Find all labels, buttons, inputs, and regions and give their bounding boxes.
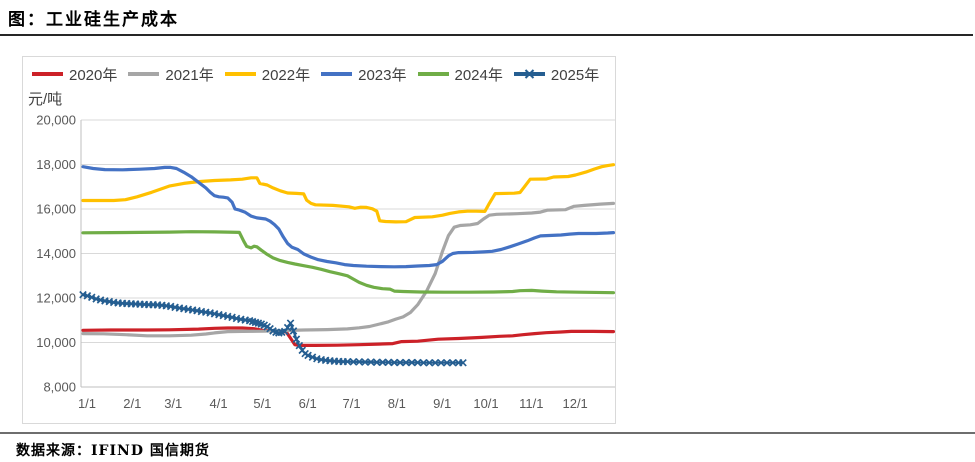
series-marker-x — [304, 351, 312, 360]
x-tick-label: 1/1 — [78, 396, 96, 411]
series-marker-x — [431, 358, 440, 367]
series-marker-x — [419, 358, 428, 367]
x-tick-label: 2/1 — [123, 396, 141, 411]
y-tick-label: 14,000 — [36, 246, 76, 261]
y-tick-label: 8,000 — [43, 380, 76, 395]
series-marker-x — [437, 358, 445, 367]
legend-swatch — [321, 72, 353, 76]
figure-title: 图：工业硅生产成本 — [8, 10, 179, 30]
legend-item-2024年: 2024年 — [417, 64, 503, 85]
series-marker-x — [289, 327, 298, 335]
legend-label: 2021年 — [165, 66, 214, 84]
x-tick-label: 5/1 — [253, 396, 271, 411]
legend-label: 2022年 — [261, 66, 311, 84]
legend-swatch — [417, 72, 449, 76]
title-divider — [0, 34, 973, 36]
series-marker-x — [367, 358, 375, 366]
series-marker-x — [87, 293, 96, 302]
legend-item-2025年: 2025年 — [513, 64, 599, 85]
legend-swatch — [32, 72, 63, 76]
series-marker-x — [295, 341, 304, 350]
y-tick-label: 18,000 — [36, 157, 76, 172]
data-source: 数据来源：IFIND 国信期货 — [16, 443, 210, 459]
series-line-2023年 — [81, 165, 615, 269]
series-marker-x — [372, 358, 381, 367]
series-marker-x — [413, 358, 422, 367]
x-tick-label: 11/1 — [519, 396, 543, 411]
series-line-2020年 — [81, 326, 615, 347]
legend-item-2023年: 2023年 — [320, 64, 407, 85]
series-marker-x — [349, 358, 358, 366]
legend-label: 2023年 — [358, 66, 407, 84]
legend-label: 2020年 — [69, 66, 118, 84]
series-line-2022年 — [81, 163, 615, 224]
series-marker-x — [390, 358, 399, 367]
y-tick-label: 20,000 — [36, 113, 76, 128]
y-tick-label: 16,000 — [36, 202, 76, 217]
footer-divider — [0, 432, 975, 434]
x-tick-label: 10/1 — [473, 396, 498, 411]
line-chart: 8,000 10,000 12,000 14,000 16,000 18,000 20,00… — [36, 113, 615, 411]
legend-swatch — [128, 72, 160, 76]
x-tick-label: 3/1 — [164, 396, 182, 411]
legend-swatch — [224, 72, 256, 76]
legend-item-2022年: 2022年 — [224, 64, 310, 85]
y-tick-label: 10,000 — [36, 335, 76, 350]
series-marker-x — [448, 358, 457, 367]
series-marker-x — [378, 358, 387, 367]
series-marker-x — [355, 358, 364, 366]
series-marker-x — [83, 291, 92, 300]
legend-label: 2024年 — [454, 66, 503, 84]
series-marker-x — [384, 358, 393, 367]
legend-swatch — [513, 69, 545, 79]
series-marker-x — [425, 358, 434, 367]
series-marker-x — [443, 358, 451, 367]
chart-legend: 2020年 2021年 2022年 2023年 2024年 2025年 — [31, 64, 599, 84]
chart-container: 2020年 2021年 2022年 2023年 2024年 2025年 元/吨 8,000… — [22, 56, 616, 424]
series-marker-x — [396, 358, 404, 367]
series-marker-x — [283, 323, 292, 332]
series-marker-x — [402, 358, 410, 367]
legend-label: 2025年 — [550, 66, 600, 84]
series-line-2021年 — [81, 201, 615, 338]
x-tick-label: 7/1 — [342, 396, 360, 411]
series-marker-x — [286, 319, 295, 327]
x-tick-label: 6/1 — [299, 396, 317, 411]
y-axis-unit-label: 元/吨 — [28, 91, 63, 108]
series-line-2024年 — [81, 230, 615, 295]
x-tick-label: 12/1 — [562, 396, 587, 411]
y-tick-label: 12,000 — [36, 291, 76, 306]
series-marker-x — [361, 358, 369, 366]
series-marker-x — [292, 335, 301, 343]
legend-item-2020年: 2020年 — [31, 64, 117, 85]
x-tick-label: 4/1 — [209, 396, 227, 411]
x-tick-label: 9/1 — [433, 396, 451, 411]
legend-item-2021年: 2021年 — [127, 64, 214, 85]
series-marker-x — [343, 357, 352, 366]
series-marker-x — [459, 358, 467, 367]
x-tick-label: 8/1 — [388, 396, 406, 411]
series-marker-x — [308, 353, 317, 361]
series-marker-x — [408, 358, 416, 367]
